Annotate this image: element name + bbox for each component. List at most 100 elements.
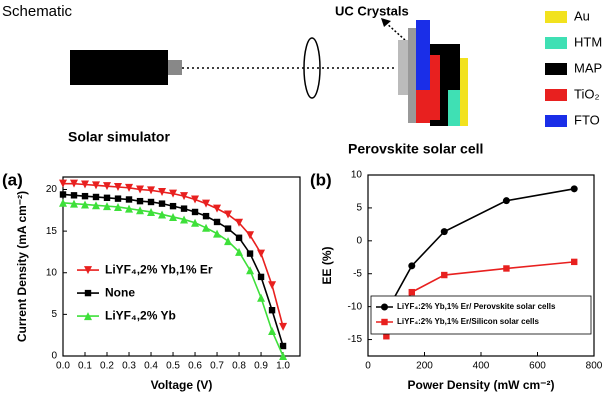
y-tick-label: 5 [51, 309, 57, 320]
marker [202, 223, 211, 232]
crystals-label: UC Crystals [335, 3, 409, 18]
y-tick-label: 15 [46, 226, 58, 237]
marker [147, 198, 155, 206]
marker [92, 181, 101, 190]
legend-marker [84, 312, 92, 321]
series-line [62, 202, 284, 357]
y-tick-label: -5 [353, 268, 362, 279]
marker [191, 195, 200, 204]
marker [213, 204, 222, 213]
marker [279, 352, 288, 360]
layer-label: TiO₂ [574, 86, 600, 101]
marker [570, 185, 578, 193]
legend-marker [381, 318, 388, 326]
marker [408, 288, 415, 296]
y-tick-label: 5 [356, 203, 362, 214]
marker [235, 247, 244, 256]
marker [502, 197, 510, 205]
legend-label: LiYF₄,2% Yb [105, 308, 176, 322]
marker [114, 195, 122, 202]
marker [70, 192, 78, 199]
y-axis-label: EE (%) [320, 246, 334, 284]
marker [408, 262, 416, 270]
marker [103, 182, 112, 191]
marker [136, 206, 145, 215]
x-tick-label: 0.0 [56, 361, 70, 372]
cell-label: Perovskite solar cell [348, 141, 483, 157]
marker [81, 180, 90, 189]
glass-layer [408, 28, 416, 123]
au-layer [460, 58, 468, 126]
marker [114, 202, 123, 211]
marker [571, 258, 578, 266]
layer-label: Au [574, 8, 590, 23]
marker [92, 193, 100, 201]
marker [268, 281, 277, 290]
marker [125, 204, 134, 213]
layer-label: FTO [574, 112, 600, 127]
plot-frame [62, 176, 301, 357]
legend-label: LiYF₄:2% Yb,1% Er/Silicon solar cells [397, 317, 539, 326]
marker [158, 187, 167, 196]
marker [268, 307, 276, 314]
legend-marker [84, 266, 92, 275]
marker [169, 202, 177, 210]
legend-box [370, 295, 592, 335]
x-tick-label: 0.1 [78, 361, 92, 372]
layer-label: MAPbI₃ [574, 60, 602, 75]
x-axis-label: Voltage (V) [151, 378, 213, 392]
marker [147, 207, 156, 216]
y-axis-label: Current Density (mA cm⁻²) [15, 191, 29, 342]
marker [213, 218, 221, 226]
marker [191, 208, 199, 216]
x-tick-label: 200 [416, 361, 433, 372]
marker [224, 210, 233, 219]
marker [81, 192, 89, 200]
y-tick-label: -10 [348, 301, 363, 312]
layer-label: HTM [574, 34, 602, 49]
tio2-layer [430, 55, 440, 120]
tio2-layer [416, 90, 430, 123]
x-tick-label: 1.0 [276, 361, 290, 372]
marker [235, 218, 244, 227]
x-axis-label: Power Density (mW cm⁻²) [407, 378, 554, 392]
marker [213, 229, 222, 238]
x-tick-label: 0.9 [254, 361, 268, 372]
x-tick-label: 0.5 [166, 361, 180, 372]
htm-layer [448, 90, 460, 126]
marker [279, 322, 288, 331]
charts: (a) 0.0 0.1 0.2 0.3 0.4 0.5 0.6 0.7 0.8 0.9 1.0 0 5 10… [2, 170, 602, 393]
panel-label: (a) [2, 170, 23, 189]
marker [92, 201, 101, 210]
marker [224, 237, 233, 246]
layer-swatch [545, 63, 567, 75]
legend-label: LiYF₄,2% Yb,1% Er [105, 262, 213, 276]
marker [235, 234, 243, 241]
marker [158, 200, 166, 207]
arrow-head [381, 18, 391, 27]
marker [180, 215, 189, 224]
legend-marker [381, 303, 388, 311]
y-tick-label: 0 [51, 351, 57, 362]
legend-label: None [105, 285, 135, 299]
y-tick-label: 0 [356, 235, 362, 246]
y-tick-label: 10 [351, 170, 363, 181]
layer-legend: Au HTM MAPbI₃ TiO₂ FTO [545, 8, 602, 127]
x-tick-label: 600 [529, 361, 546, 372]
marker [180, 205, 188, 212]
fto-layer [416, 20, 430, 90]
marker [257, 293, 266, 302]
marker [70, 179, 79, 188]
x-tick-label: 0.2 [100, 361, 114, 372]
marker [246, 231, 255, 240]
marker [246, 266, 255, 275]
marker [59, 191, 67, 198]
x-tick-label: 0.6 [188, 361, 202, 372]
marker [103, 194, 111, 202]
source-label: Solar simulator [68, 129, 170, 145]
simulator-body [70, 50, 168, 85]
legend-marker [84, 289, 92, 297]
marker [125, 196, 133, 203]
marker [169, 189, 178, 198]
